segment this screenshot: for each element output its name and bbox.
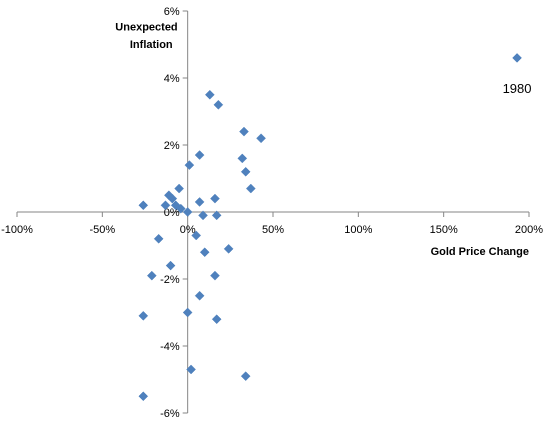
data-point [160, 200, 171, 211]
x-tick-label: 200% [515, 224, 543, 236]
tick-labels: -100% -50% 0% 50% 100% 150% 200%6%4%2%0%-2%-4%… [1, 6, 543, 420]
data-point [138, 200, 149, 211]
data-point [138, 310, 149, 321]
data-point [210, 270, 220, 281]
data-point [174, 183, 184, 194]
data-point [213, 99, 224, 110]
x-tick-label: 50% [262, 224, 284, 236]
data-point [194, 197, 205, 207]
data-point [204, 89, 215, 100]
y-axis-title-line-2: Inflation [130, 39, 173, 51]
annotations: 1980 [503, 81, 532, 96]
x-tick-label: -100% [1, 224, 33, 236]
data-point [210, 193, 220, 204]
y-tick-label: 4% [164, 73, 180, 85]
data-point [194, 150, 205, 160]
x-axis-title: Gold Price Change [431, 246, 529, 258]
data-point [237, 153, 248, 164]
data-point [198, 210, 208, 221]
data-point [186, 364, 196, 375]
data-point [194, 290, 205, 301]
data-point [240, 371, 251, 382]
data-point [182, 307, 193, 318]
x-tick-label: 150% [430, 224, 458, 236]
data-point [256, 133, 266, 144]
y-tick-label: 2% [164, 140, 180, 152]
data-point [182, 207, 193, 217]
data-point [239, 126, 249, 137]
data-point [240, 166, 251, 177]
data-points [138, 53, 522, 402]
x-tick-label: -50% [89, 224, 115, 236]
data-point [245, 183, 256, 194]
data-point [184, 160, 195, 170]
data-point [167, 193, 178, 204]
data-point [146, 270, 157, 281]
data-point [512, 53, 522, 63]
data-point [153, 233, 164, 244]
y-tick-label: -6% [160, 408, 180, 420]
data-point [191, 230, 202, 241]
data-point [199, 247, 210, 258]
data-point [138, 391, 149, 402]
x-tick-label: 100% [344, 224, 372, 236]
axes [16, 10, 530, 414]
x-tick-label: 0% [180, 224, 196, 236]
data-point [165, 260, 176, 271]
data-point [211, 314, 222, 325]
data-point [223, 243, 234, 254]
data-point [211, 210, 222, 221]
point-annotation: 1980 [503, 81, 532, 96]
y-tick-label: 6% [164, 6, 180, 18]
data-point [175, 203, 186, 214]
y-tick-label: -4% [160, 341, 180, 353]
y-tick-label: -2% [160, 274, 180, 286]
y-axis-title-line-1: Unexpected [115, 21, 177, 33]
